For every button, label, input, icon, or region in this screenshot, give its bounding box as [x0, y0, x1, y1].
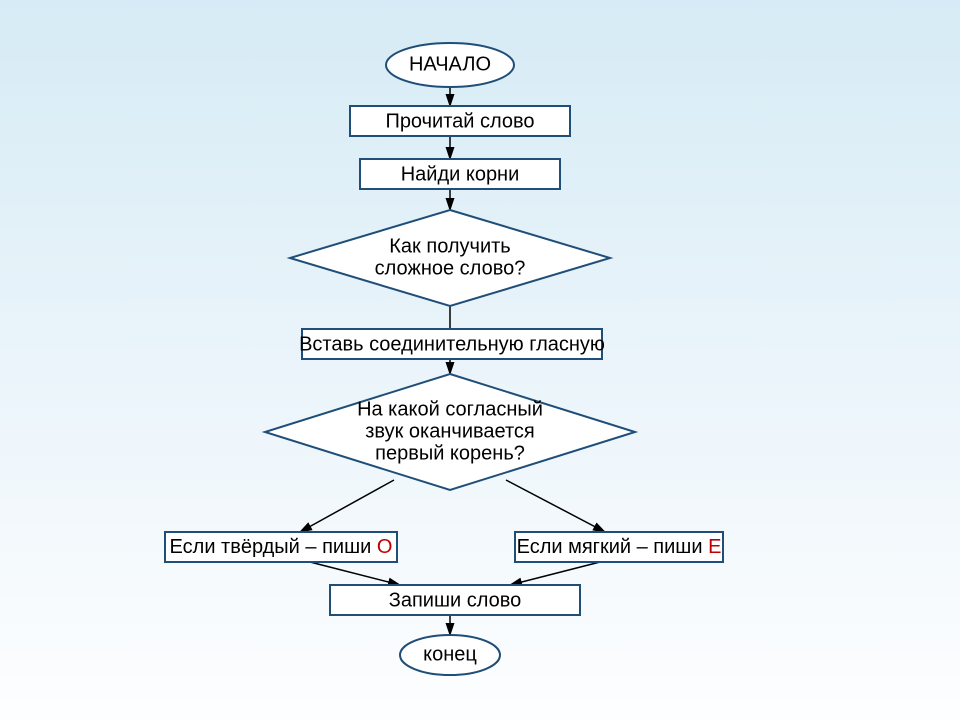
node-end-label: конец [423, 643, 477, 665]
node-read-label: Прочитай слово [385, 110, 534, 132]
node-hard-label: Если твёрдый – пиши О [170, 536, 393, 558]
node-dec2-line-2: первый корень? [375, 442, 525, 464]
node-hard: Если твёрдый – пиши О [165, 532, 397, 562]
node-soft-label: Если мягкий – пиши Е [517, 536, 722, 558]
edge-dec2-soft [506, 480, 605, 532]
node-write-label: Запиши слово [389, 589, 522, 611]
node-start: НАЧАЛО [386, 43, 514, 87]
node-write: Запиши слово [330, 585, 580, 615]
node-insert: Вставь соединительную гласную [299, 329, 605, 359]
node-dec2: На какой согласныйзвук оканчиваетсяпервы… [265, 374, 635, 490]
node-dec1-line-0: Как получить [389, 235, 510, 257]
node-insert-label: Вставь соединительную гласную [299, 333, 605, 355]
node-read: Прочитай слово [350, 106, 570, 136]
edge-hard-write [310, 562, 400, 585]
node-dec2-line-0: На какой согласный [357, 398, 543, 420]
node-end: конец [400, 635, 500, 675]
node-soft: Если мягкий – пиши Е [515, 532, 723, 562]
node-dec1: Как получитьсложное слово? [290, 210, 610, 306]
node-roots-label: Найди корни [401, 163, 520, 185]
edge-soft-write [510, 562, 600, 585]
node-dec2-line-1: звук оканчивается [365, 420, 534, 442]
edge-dec2-hard [300, 480, 394, 532]
node-roots: Найди корни [360, 159, 560, 189]
node-dec1-line-1: сложное слово? [375, 257, 526, 279]
node-start-label: НАЧАЛО [409, 53, 491, 75]
flowchart-canvas: НАЧАЛО Прочитай слово Найди корни Как получ… [0, 0, 960, 720]
